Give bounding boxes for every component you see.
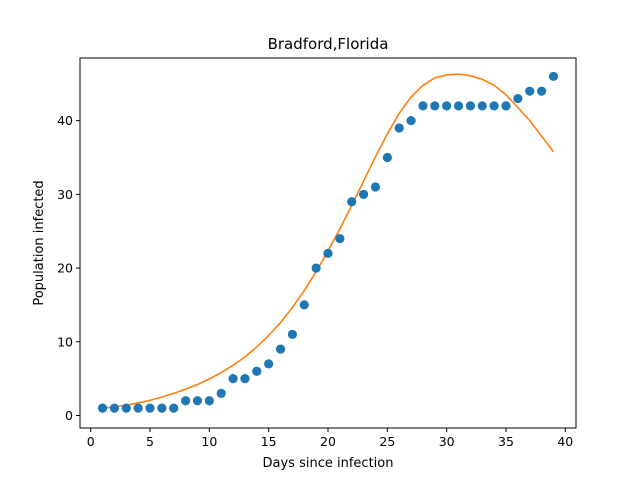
x-tick-label: 35 bbox=[498, 434, 514, 449]
data-point bbox=[525, 86, 535, 96]
x-tick-label: 40 bbox=[557, 434, 573, 449]
x-tick-label: 5 bbox=[146, 434, 154, 449]
data-point bbox=[548, 71, 559, 82]
data-point bbox=[97, 403, 108, 413]
data-point bbox=[311, 263, 321, 273]
data-point bbox=[264, 359, 274, 369]
x-tick-label: 30 bbox=[439, 434, 455, 449]
data-point bbox=[109, 403, 120, 413]
data-point bbox=[442, 101, 452, 111]
y-tick-label: 30 bbox=[57, 187, 73, 202]
data-point bbox=[453, 101, 464, 111]
x-tick-label: 10 bbox=[201, 434, 217, 449]
data-point bbox=[145, 403, 155, 413]
data-point bbox=[347, 197, 357, 207]
data-point bbox=[465, 101, 475, 111]
x-tick-label: 20 bbox=[320, 434, 336, 449]
data-point bbox=[287, 329, 297, 339]
data-point bbox=[501, 101, 511, 111]
data-point bbox=[430, 101, 440, 111]
data-point bbox=[275, 344, 286, 354]
data-point bbox=[477, 101, 487, 111]
data-point bbox=[192, 396, 203, 406]
data-point bbox=[513, 93, 523, 104]
data-point bbox=[157, 403, 167, 413]
x-tick-label: 25 bbox=[379, 434, 395, 449]
x-axis-label: Days since infection bbox=[263, 456, 394, 471]
data-point bbox=[335, 233, 345, 244]
data-point bbox=[370, 182, 381, 192]
x-tick-label: 15 bbox=[261, 434, 277, 449]
data-point bbox=[359, 189, 369, 199]
y-axis-label: Population infected bbox=[32, 180, 47, 305]
data-point bbox=[204, 396, 214, 406]
data-point bbox=[489, 101, 499, 111]
data-point bbox=[252, 366, 262, 376]
data-point bbox=[133, 403, 143, 413]
data-point bbox=[121, 403, 131, 413]
y-tick-label: 40 bbox=[57, 113, 73, 128]
data-point bbox=[394, 123, 404, 133]
scatter-layer bbox=[97, 71, 559, 413]
data-point bbox=[382, 152, 392, 163]
y-tick-label: 0 bbox=[65, 408, 73, 423]
data-point bbox=[169, 403, 179, 413]
data-point bbox=[418, 101, 428, 111]
plot-area bbox=[79, 57, 577, 429]
data-point bbox=[216, 388, 226, 398]
x-tick-label: 0 bbox=[87, 434, 95, 449]
y-tick-label: 10 bbox=[57, 334, 73, 349]
y-tick-label: 20 bbox=[57, 261, 73, 276]
data-point bbox=[240, 374, 250, 384]
data-point bbox=[299, 300, 309, 310]
x-ticks: 0 5 10 15 20 25 30 35 40 bbox=[87, 428, 573, 449]
data-point bbox=[181, 396, 191, 406]
data-point bbox=[406, 116, 416, 126]
y-ticks: 0 10 20 30 40 bbox=[57, 113, 80, 423]
chart-title: Bradford,Florida bbox=[268, 35, 389, 53]
data-point bbox=[323, 248, 333, 258]
data-point bbox=[536, 86, 547, 96]
data-point bbox=[228, 374, 238, 384]
